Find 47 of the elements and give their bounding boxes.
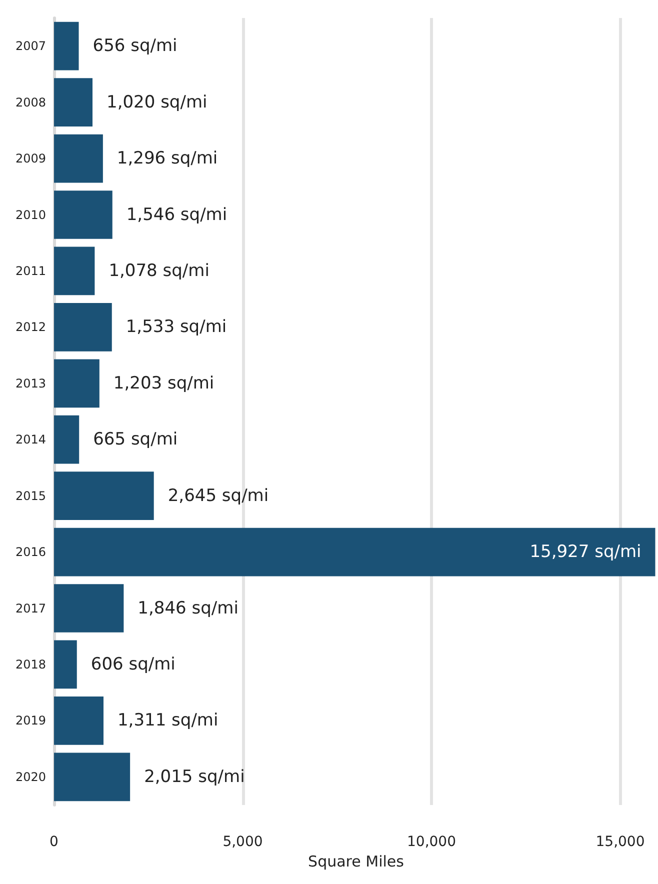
data-label: 1,296 sq/mi <box>116 148 218 169</box>
bar <box>54 303 112 352</box>
bar <box>54 415 80 464</box>
bar <box>54 696 104 745</box>
data-label: 1,203 sq/mi <box>113 373 214 394</box>
data-label: 2,645 sq/mi <box>168 486 269 506</box>
y-tick-label: 2015 <box>15 488 46 503</box>
data-label: 656 sq/mi <box>92 36 178 56</box>
bar <box>54 752 130 802</box>
y-tick-label: 2016 <box>15 545 46 560</box>
data-label: 606 sq/mi <box>90 654 176 674</box>
bar <box>54 190 112 239</box>
data-label: 1,020 sq/mi <box>106 92 208 112</box>
y-tick-label: 2011 <box>15 264 46 278</box>
data-label: 15,927 sq/mi <box>530 542 642 562</box>
y-tick-label: 2017 <box>15 601 46 616</box>
y-tick-label: 2010 <box>15 208 46 222</box>
y-tick-label: 2007 <box>15 39 46 54</box>
bar <box>54 22 79 70</box>
x-tick-label: 10,000 <box>407 834 456 850</box>
y-tick-label: 2019 <box>15 714 46 728</box>
x-axis-title: Square Miles <box>308 852 404 870</box>
data-label: 1,546 sq/mi <box>126 204 228 225</box>
y-tick-label: 2014 <box>15 432 46 447</box>
data-label: 1,533 sq/mi <box>126 317 227 338</box>
data-label: 665 sq/mi <box>93 430 178 450</box>
y-tick-label: 2008 <box>15 95 46 110</box>
bar <box>54 246 95 296</box>
x-tick-label: 15,000 <box>596 834 645 850</box>
y-tick-label: 2018 <box>15 657 46 672</box>
data-label: 1,078 sq/mi <box>108 260 210 281</box>
data-label: 2,015 sq/mi <box>144 766 245 787</box>
bar <box>54 134 103 183</box>
y-tick-label: 2009 <box>15 152 46 166</box>
data-label: 1,311 sq/mi <box>117 710 218 731</box>
bar <box>54 584 124 632</box>
y-tick-label: 2013 <box>15 376 46 390</box>
bar <box>54 528 656 576</box>
y-tick-label: 2012 <box>15 320 46 334</box>
bar <box>54 78 93 126</box>
bar <box>54 359 100 408</box>
data-label: 1,846 sq/mi <box>138 598 238 618</box>
x-tick-label: 5,000 <box>222 834 263 850</box>
y-tick-label: 2020 <box>15 770 46 784</box>
bar <box>54 472 154 520</box>
bar <box>54 640 77 689</box>
x-tick-label: 0 <box>50 834 58 850</box>
